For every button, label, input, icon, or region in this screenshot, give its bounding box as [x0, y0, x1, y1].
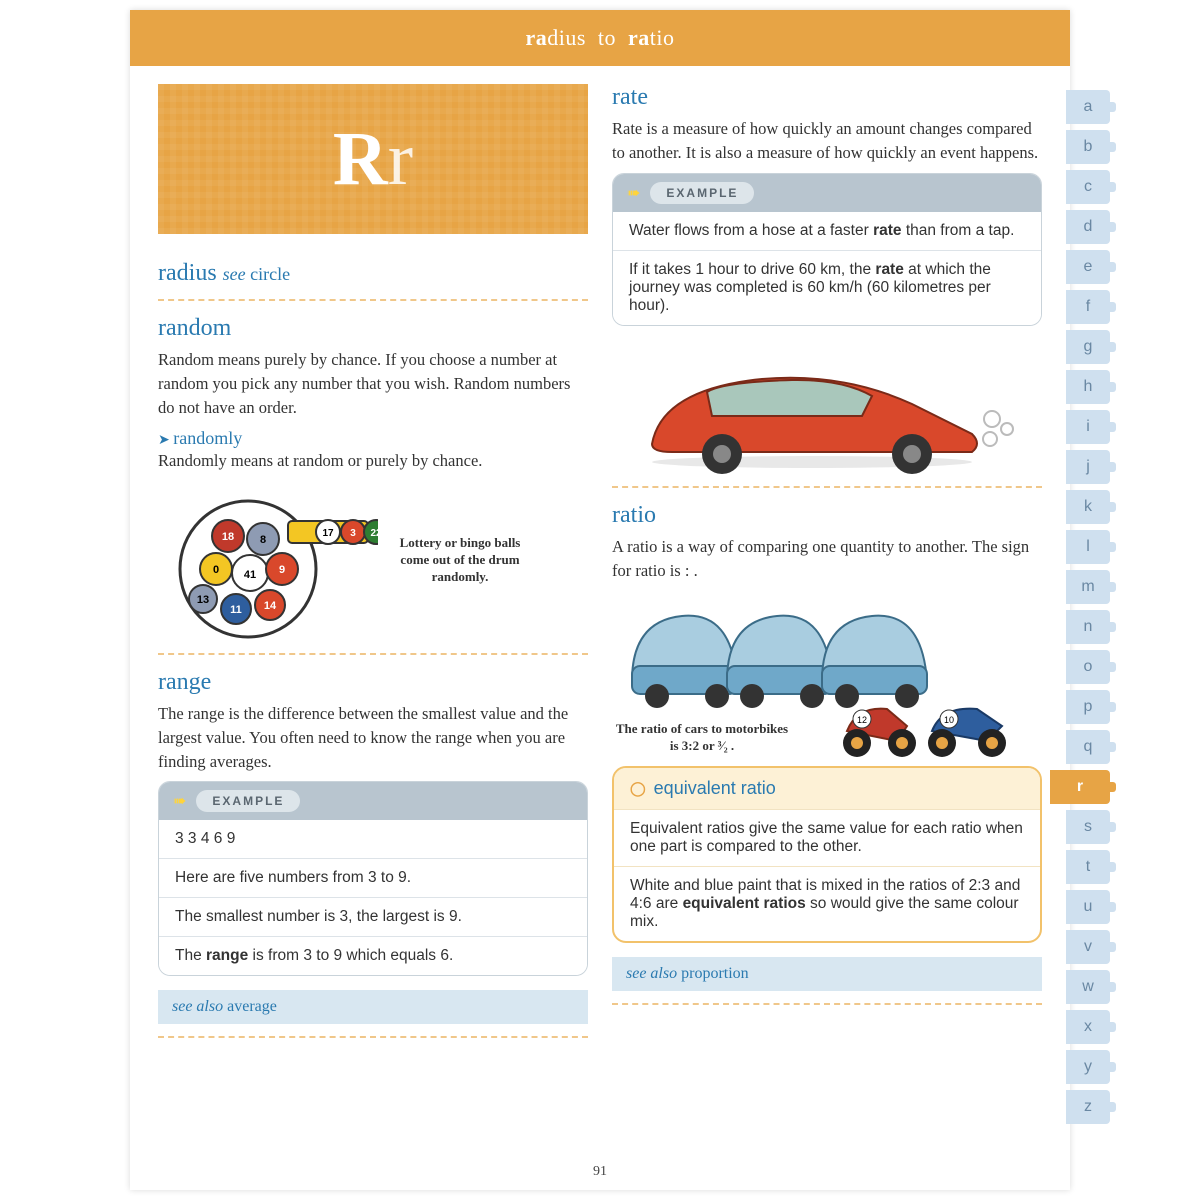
example-row: The range is from 3 to 9 which equals 6. — [159, 936, 587, 975]
letter-lower: r — [388, 116, 413, 203]
header-word2-bold: ra — [628, 25, 650, 50]
svg-text:13: 13 — [197, 594, 209, 606]
svg-text:0: 0 — [213, 564, 219, 576]
example-row: White and blue paint that is mixed in th… — [614, 866, 1040, 941]
entry-range: range The range is the difference betwee… — [158, 669, 588, 1025]
tab-z[interactable]: z — [1066, 1090, 1110, 1124]
separator — [612, 1003, 1042, 1005]
separator — [158, 653, 588, 655]
bingo-caption: Lottery or bingo balls come out of the d… — [390, 535, 530, 586]
range-example-box: ➠ EXAMPLE 3 3 4 6 9Here are five numbers… — [158, 781, 588, 976]
tab-p[interactable]: p — [1066, 690, 1110, 724]
tab-w[interactable]: w — [1066, 970, 1110, 1004]
tab-a[interactable]: a — [1066, 90, 1110, 124]
tab-x[interactable]: x — [1066, 1010, 1110, 1044]
tab-q[interactable]: q — [1066, 730, 1110, 764]
example-row: Equivalent ratios give the same value fo… — [614, 809, 1040, 866]
left-column: Rr radius see circle random Random means… — [158, 84, 588, 1052]
ratio-caption: The ratio of cars to motorbikes is 3:2 o… — [612, 721, 792, 755]
range-body: The range is the difference between the … — [158, 702, 588, 774]
separator — [158, 299, 588, 301]
svg-text:10: 10 — [944, 715, 954, 725]
svg-text:8: 8 — [260, 534, 266, 546]
svg-text:17: 17 — [322, 528, 334, 539]
example-row: Water flows from a hose at a faster rate… — [613, 212, 1041, 250]
page-header: radius to ratio — [130, 10, 1070, 66]
tab-n[interactable]: n — [1066, 610, 1110, 644]
header-word2-rest: tio — [650, 25, 675, 50]
example-row: Here are five numbers from 3 to 9. — [159, 858, 587, 897]
random-title: random — [158, 315, 588, 342]
svg-text:12: 12 — [857, 715, 867, 725]
separator — [158, 1036, 588, 1038]
letter-block: Rr — [158, 84, 588, 234]
ratio-title: ratio — [612, 502, 1042, 529]
range-seealso: see also average — [158, 990, 588, 1024]
svg-text:11: 11 — [230, 604, 242, 616]
example-header: ➠ EXAMPLE — [613, 174, 1041, 212]
example-row: The smallest number is 3, the largest is… — [159, 897, 587, 936]
example-row: 3 3 4 6 9 — [159, 820, 587, 858]
bingo-illustration: 17 3 22 18 8 0 41 9 13 11 14 — [158, 481, 378, 641]
tab-f[interactable]: f — [1066, 290, 1110, 324]
tab-c[interactable]: c — [1066, 170, 1110, 204]
entry-radius: radius see circle — [158, 260, 588, 287]
entry-rate: rate Rate is a measure of how quickly an… — [612, 84, 1042, 474]
alphabet-tabs: abcdefghijklmnopqrstuvwxyz — [1066, 90, 1110, 1130]
ratio-seealso: see also proportion — [612, 957, 1042, 991]
ratio-body: A ratio is a way of comparing one quanti… — [612, 535, 1042, 583]
entry-ratio: ratio A ratio is a way of comparing one … — [612, 502, 1042, 1006]
tab-r[interactable]: r — [1050, 770, 1110, 804]
letter-upper: R — [333, 116, 388, 203]
rate-body: Rate is a measure of how quickly an amou… — [612, 117, 1042, 165]
right-column: rate Rate is a measure of how quickly an… — [612, 84, 1042, 1052]
svg-text:22: 22 — [370, 528, 378, 539]
arrow-icon: ➠ — [627, 183, 640, 203]
example-label: EXAMPLE — [196, 790, 300, 812]
tab-h[interactable]: h — [1066, 370, 1110, 404]
equivalent-ratio-box: equivalent ratio Equivalent ratios give … — [612, 766, 1042, 943]
tab-g[interactable]: g — [1066, 330, 1110, 364]
header-word1-rest: dius — [547, 25, 586, 50]
randomly-body: Randomly means at random or purely by ch… — [158, 449, 588, 473]
tab-s[interactable]: s — [1066, 810, 1110, 844]
equivalent-ratio-title: equivalent ratio — [614, 768, 1040, 809]
randomly-title: randomly — [158, 428, 588, 449]
page-number: 91 — [130, 1164, 1070, 1180]
car-illustration — [612, 334, 1032, 474]
separator — [612, 486, 1042, 488]
tab-k[interactable]: k — [1066, 490, 1110, 524]
rate-title: rate — [612, 84, 1042, 111]
tab-v[interactable]: v — [1066, 930, 1110, 964]
range-title: range — [158, 669, 588, 696]
tab-t[interactable]: t — [1066, 850, 1110, 884]
tab-d[interactable]: d — [1066, 210, 1110, 244]
header-to: to — [598, 25, 616, 50]
tab-b[interactable]: b — [1066, 130, 1110, 164]
tab-i[interactable]: i — [1066, 410, 1110, 444]
tab-m[interactable]: m — [1066, 570, 1110, 604]
tab-e[interactable]: e — [1066, 250, 1110, 284]
tab-y[interactable]: y — [1066, 1050, 1110, 1084]
header-word1-bold: ra — [525, 25, 547, 50]
example-row: If it takes 1 hour to drive 60 km, the r… — [613, 250, 1041, 325]
example-header: ➠ EXAMPLE — [159, 782, 587, 820]
example-label: EXAMPLE — [650, 182, 754, 204]
tab-j[interactable]: j — [1066, 450, 1110, 484]
entry-random: random Random means purely by chance. If… — [158, 315, 588, 641]
svg-text:3: 3 — [350, 528, 356, 539]
tab-l[interactable]: l — [1066, 530, 1110, 564]
svg-text:41: 41 — [244, 569, 256, 581]
random-body: Random means purely by chance. If you ch… — [158, 348, 588, 420]
tab-o[interactable]: o — [1066, 650, 1110, 684]
tab-u[interactable]: u — [1066, 890, 1110, 924]
dictionary-page: radius to ratio Rr radius see circle ran… — [130, 10, 1070, 1190]
svg-text:18: 18 — [222, 531, 234, 543]
radius-title: radius see circle — [158, 260, 290, 286]
rate-example-box: ➠ EXAMPLE Water flows from a hose at a f… — [612, 173, 1042, 326]
svg-text:9: 9 — [279, 564, 285, 576]
arrow-icon: ➠ — [173, 791, 186, 811]
svg-text:14: 14 — [264, 600, 277, 612]
